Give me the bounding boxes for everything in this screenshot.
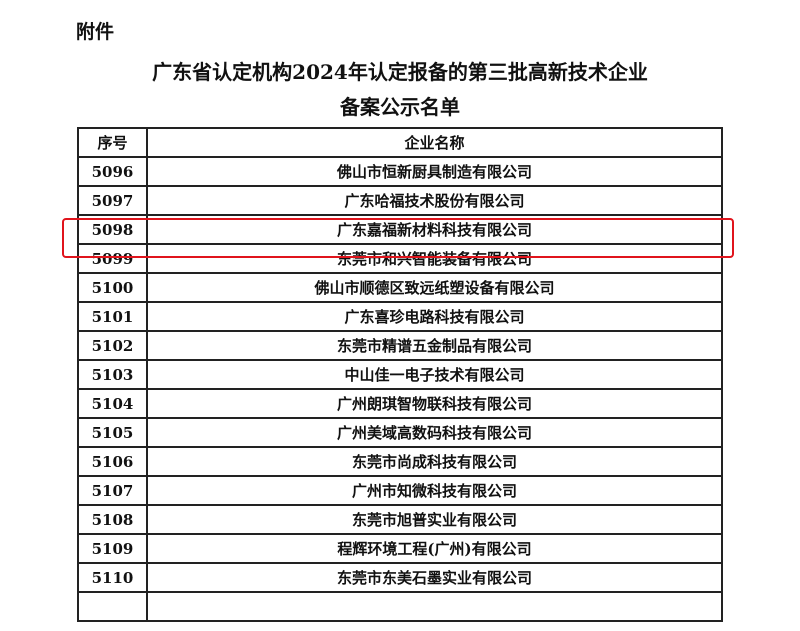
- row-number: 5104: [77, 388, 148, 419]
- row-number: 5109: [77, 533, 148, 564]
- row-number: 5100: [77, 272, 148, 303]
- table-row: 5099 东莞市和兴智能装备有限公司: [77, 243, 723, 274]
- row-number: 5101: [77, 301, 148, 332]
- company-name: 佛山市顺德区致远纸塑设备有限公司: [146, 272, 723, 303]
- table-row: 5102 东莞市精谱五金制品有限公司: [77, 330, 723, 361]
- table-row: 5108 东莞市旭普实业有限公司: [77, 504, 723, 535]
- row-number: 5103: [77, 359, 148, 390]
- company-name: 中山佳一电子技术有限公司: [146, 359, 723, 390]
- table-row: 5097 广东哈福技术股份有限公司: [77, 185, 723, 216]
- document-subtitle: 备案公示名单: [340, 95, 460, 119]
- document-title: 广东省认定机构2024年认定报备的第三批高新技术企业: [152, 60, 648, 84]
- table-row: 5100 佛山市顺德区致远纸塑设备有限公司: [77, 272, 723, 303]
- company-name: 佛山市恒新厨具制造有限公司: [146, 156, 723, 187]
- company-name: 广州朗琪智物联科技有限公司: [146, 388, 723, 419]
- company-name: 东莞市东美石墨实业有限公司: [146, 562, 723, 593]
- company-table: 序号 企业名称 5096 佛山市恒新厨具制造有限公司 5097 广东哈福技术股份有限公…: [77, 127, 723, 622]
- row-number: 5108: [77, 504, 148, 535]
- company-name: 广州市知微科技有限公司: [146, 475, 723, 506]
- company-name: 广东喜珍电路科技有限公司: [146, 301, 723, 332]
- header-company-name: 企业名称: [146, 127, 723, 158]
- company-name: 东莞市和兴智能装备有限公司: [146, 243, 723, 274]
- row-number: [77, 591, 148, 622]
- table-row: 5106 东莞市尚成科技有限公司: [77, 446, 723, 477]
- table-row: 5110 东莞市东美石墨实业有限公司: [77, 562, 723, 593]
- company-name: 东莞市旭普实业有限公司: [146, 504, 723, 535]
- table-row: 5109 程辉环境工程(广州)有限公司: [77, 533, 723, 564]
- table-header-row: 序号 企业名称: [77, 127, 723, 158]
- header-number: 序号: [77, 127, 148, 158]
- company-name: 程辉环境工程(广州)有限公司: [146, 533, 723, 564]
- table-row: 5104 广州朗琪智物联科技有限公司: [77, 388, 723, 419]
- attachment-label: 附件: [76, 21, 115, 43]
- company-name: 广东哈福技术股份有限公司: [146, 185, 723, 216]
- company-name: 广东嘉福新材料科技有限公司: [146, 214, 723, 245]
- company-name: 广州美域高数码科技有限公司: [146, 417, 723, 448]
- row-number: 5105: [77, 417, 148, 448]
- company-name: 东莞市尚成科技有限公司: [146, 446, 723, 477]
- table-row: 5101 广东喜珍电路科技有限公司: [77, 301, 723, 332]
- row-number: 5107: [77, 475, 148, 506]
- table-row: 5098 广东嘉福新材料科技有限公司: [77, 214, 723, 245]
- company-name: [146, 591, 723, 622]
- row-number: 5098: [77, 214, 148, 245]
- row-number: 5106: [77, 446, 148, 477]
- table-row: 5105 广州美域高数码科技有限公司: [77, 417, 723, 448]
- table-row: [77, 591, 723, 622]
- row-number: 5110: [77, 562, 148, 593]
- row-number: 5102: [77, 330, 148, 361]
- row-number: 5096: [77, 156, 148, 187]
- company-name: 东莞市精谱五金制品有限公司: [146, 330, 723, 361]
- row-number: 5097: [77, 185, 148, 216]
- table-row: 5103 中山佳一电子技术有限公司: [77, 359, 723, 390]
- table-row: 5107 广州市知微科技有限公司: [77, 475, 723, 506]
- row-number: 5099: [77, 243, 148, 274]
- table-row: 5096 佛山市恒新厨具制造有限公司: [77, 156, 723, 187]
